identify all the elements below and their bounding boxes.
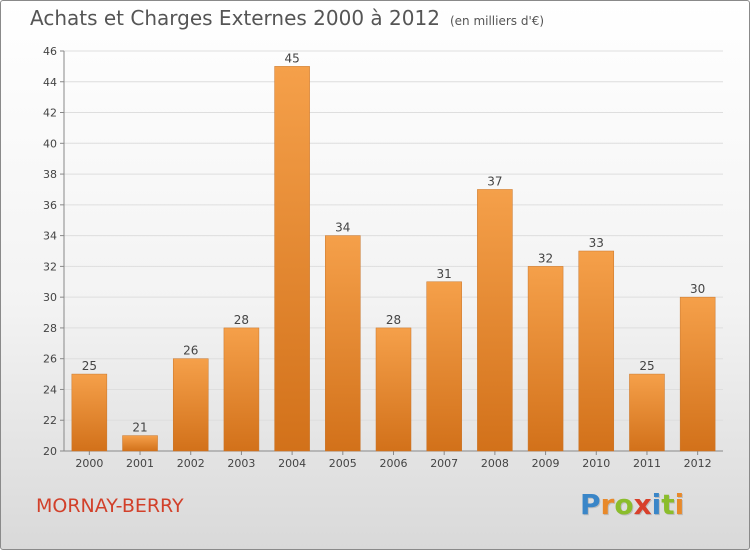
- y-tick-label: 38: [43, 168, 57, 181]
- bar-value-label: 25: [639, 359, 654, 373]
- proxiti-logo: Proxiti: [580, 488, 684, 521]
- bar-value-label: 25: [82, 359, 97, 373]
- x-tick-label: 2004: [278, 457, 306, 470]
- bar-value-label: 45: [284, 51, 299, 65]
- bar-2009: [527, 266, 564, 452]
- bar-value-label: 32: [538, 251, 553, 265]
- bar-value-label: 21: [132, 421, 147, 435]
- y-tick-label: 46: [43, 45, 57, 58]
- commune-name: MORNAY-BERRY: [36, 495, 184, 517]
- bar-value-label: 30: [690, 282, 705, 296]
- bar-2002: [172, 358, 209, 452]
- y-tick-label: 34: [43, 230, 57, 243]
- y-tick-label: 40: [43, 137, 57, 150]
- bar-value-label: 26: [183, 344, 198, 358]
- logo-letter: x: [633, 488, 652, 521]
- x-tick-label: 2006: [380, 457, 408, 470]
- logo-letter: o: [614, 488, 634, 521]
- y-tick-label: 22: [43, 414, 57, 427]
- bar-2011: [629, 373, 665, 452]
- x-tick-label: 2003: [227, 457, 255, 470]
- bar-2001: [122, 435, 158, 452]
- y-tick-label: 20: [43, 445, 57, 458]
- x-tick-label: 2011: [633, 457, 661, 470]
- x-tick-label: 2009: [532, 457, 560, 470]
- chart-title-block: Achats et Charges Externes 2000 à 2012 (e…: [30, 6, 544, 30]
- logo-letter: i: [651, 488, 662, 521]
- bar-value-label: 28: [386, 313, 401, 327]
- label-layer: 20 22 24 26 28 30 32 34 36 38 40 42 44 46 25 2000 21 2001…: [43, 45, 712, 470]
- y-tick-label: 42: [43, 107, 57, 120]
- bar-2003: [223, 327, 260, 452]
- logo-letter: t: [661, 488, 675, 521]
- bar-value-label: 28: [234, 313, 249, 327]
- chart-title: Achats et Charges Externes 2000 à 2012: [30, 6, 440, 30]
- y-tick-label: 28: [43, 322, 57, 335]
- bar-2012: [679, 296, 716, 452]
- bar-layer: [71, 66, 716, 452]
- bar-2007: [426, 281, 462, 452]
- logo-letter: i: [674, 488, 685, 521]
- x-tick-label: 2012: [684, 457, 712, 470]
- x-tick-label: 2001: [126, 457, 154, 470]
- x-tick-label: 2005: [329, 457, 357, 470]
- y-tick-label: 44: [43, 76, 57, 89]
- logo-letter: P: [580, 488, 601, 521]
- x-tick-label: 2007: [430, 457, 458, 470]
- bar-2004: [274, 66, 310, 452]
- bar-value-label: 37: [487, 174, 502, 188]
- bar-value-label: 31: [437, 267, 452, 281]
- x-tick-label: 2010: [582, 457, 610, 470]
- y-tick-label: 26: [43, 353, 57, 366]
- bar-2005: [325, 235, 361, 452]
- y-tick-label: 30: [43, 291, 57, 304]
- bar-2000: [71, 373, 108, 452]
- chart-unit: (en milliers d'€): [449, 14, 545, 28]
- logo-letter: r: [600, 488, 615, 521]
- bar-value-label: 34: [335, 221, 350, 235]
- bar-2010: [578, 250, 615, 452]
- x-tick-label: 2008: [481, 457, 509, 470]
- bar-2006: [375, 327, 412, 452]
- bar-2008: [477, 189, 513, 452]
- x-tick-label: 2000: [75, 457, 103, 470]
- y-tick-label: 24: [43, 383, 57, 396]
- y-tick-label: 32: [43, 260, 57, 273]
- bar-value-label: 33: [589, 236, 604, 250]
- x-tick-label: 2002: [177, 457, 205, 470]
- y-tick-label: 36: [43, 199, 57, 212]
